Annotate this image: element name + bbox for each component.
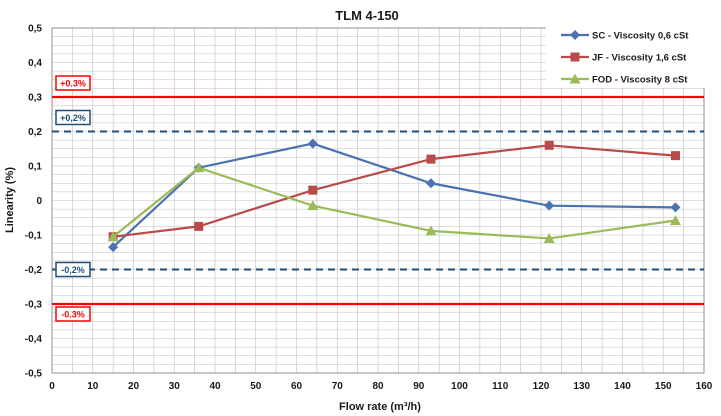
data-point xyxy=(425,225,437,236)
x-axis-label: Flow rate (m³/h) xyxy=(339,401,421,413)
reference-line-label: -0.3% xyxy=(61,310,85,320)
x-tick-label: 80 xyxy=(372,381,384,392)
y-tick-label: 0,2 xyxy=(28,127,42,138)
reference-line-label: +0,2% xyxy=(60,113,86,123)
x-tick-label: 110 xyxy=(492,381,509,392)
reference-line-label: +0.3% xyxy=(60,79,86,89)
x-tick-label: 90 xyxy=(413,381,425,392)
data-point xyxy=(307,200,319,211)
y-tick-label: -0,5 xyxy=(25,369,43,380)
x-tick-label: 60 xyxy=(291,381,303,392)
y-tick-label: -0,1 xyxy=(25,231,43,242)
y-tick-labels: 0,5 0,4 0,3 0,2 0,1 0 -0,1 -0,2 -0,3 -0,4 -0,5 xyxy=(25,24,43,380)
y-tick-label: -0,3 xyxy=(25,300,43,311)
data-point xyxy=(544,140,554,150)
x-tick-label: 30 xyxy=(169,381,181,392)
x-tick-label: 0 xyxy=(49,381,55,392)
data-point xyxy=(108,242,119,253)
data-point xyxy=(107,231,119,242)
y-tick-label: 0,3 xyxy=(28,93,42,104)
legend-marker xyxy=(570,30,580,40)
legend-label: JF - Viscosity 1,6 cSt xyxy=(592,53,687,64)
x-tick-label: 100 xyxy=(451,381,468,392)
y-tick-label: 0,1 xyxy=(28,162,42,173)
chart-title: TLM 4-150 xyxy=(335,8,399,23)
data-point xyxy=(669,215,681,226)
data-point xyxy=(543,232,555,243)
data-point xyxy=(426,154,436,164)
legend: SC - Viscosity 0,6 cSt JF - Viscosity 1,6… xyxy=(546,21,710,88)
reference-line-label: -0,2% xyxy=(61,265,85,275)
x-tick-label: 140 xyxy=(614,381,631,392)
y-tick-label: 0,5 xyxy=(28,24,42,35)
y-tick-label: 0 xyxy=(36,196,42,207)
data-point xyxy=(307,138,318,149)
data-point xyxy=(193,162,205,173)
series-line xyxy=(112,166,676,240)
reference-label-box xyxy=(55,261,91,278)
x-tick-label: 40 xyxy=(209,381,221,392)
y-tick-label: -0,2 xyxy=(25,265,43,276)
series-triangle xyxy=(107,162,681,243)
series-line xyxy=(112,144,676,238)
data-point xyxy=(425,178,436,189)
data-point xyxy=(670,202,681,213)
legend-marker xyxy=(570,52,580,62)
reference-label-box xyxy=(55,306,91,322)
legend-label: SC - Viscosity 0,6 cSt xyxy=(592,31,689,42)
data-series xyxy=(107,138,681,253)
data-point xyxy=(670,151,680,161)
y-tick-label: 0,4 xyxy=(28,58,42,69)
data-point xyxy=(308,185,318,195)
x-tick-labels: 0 10 20 30 40 50 60 70 80 90 100 110 120 130 140 150 160 xyxy=(49,381,713,392)
x-tick-label: 150 xyxy=(655,381,672,392)
series-line xyxy=(112,142,676,248)
data-point xyxy=(194,221,204,231)
x-tick-label: 20 xyxy=(128,381,140,392)
legend-label: FOD - Viscosity 8 cSt xyxy=(592,75,688,86)
reference-lines: +0.3% +0,2% -0,2% -0.3% xyxy=(52,75,704,322)
reference-label-box xyxy=(55,109,91,126)
plot-area-border xyxy=(51,27,705,374)
y-axis-label: Linearity (%) xyxy=(4,167,16,233)
y-tick-label: -0,4 xyxy=(25,334,43,345)
data-point xyxy=(544,200,555,211)
x-tick-label: 130 xyxy=(573,381,590,392)
x-tick-label: 50 xyxy=(250,381,262,392)
legend-marker xyxy=(569,73,581,84)
x-tick-label: 120 xyxy=(533,381,550,392)
x-tick-label: 10 xyxy=(87,381,99,392)
reference-label-box xyxy=(55,75,91,91)
x-tick-label: 70 xyxy=(332,381,344,392)
x-tick-label: 160 xyxy=(696,381,713,392)
